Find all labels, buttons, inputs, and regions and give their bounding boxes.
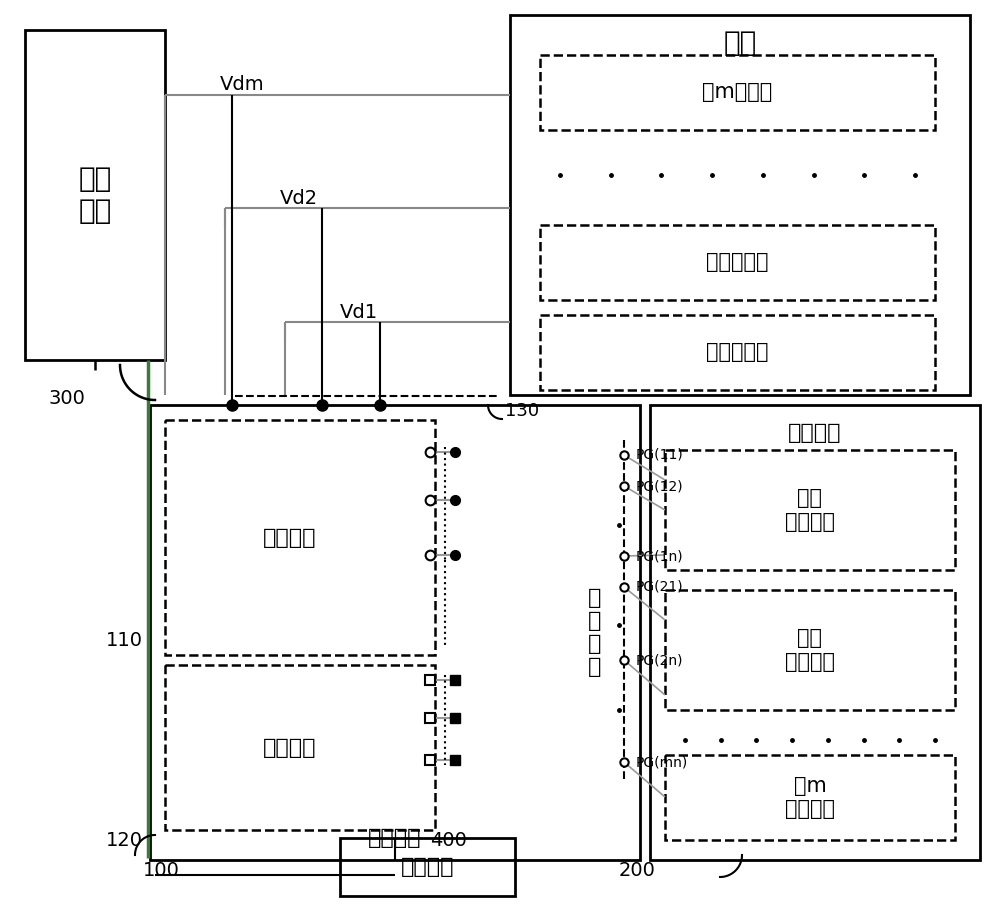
- Bar: [165, 420, 435, 655]
- Text: 存储模块: 存储模块: [401, 857, 454, 877]
- Text: 120: 120: [106, 831, 143, 850]
- Text: PG(11): PG(11): [636, 448, 684, 462]
- Text: 130: 130: [505, 402, 539, 420]
- Text: Vd2: Vd2: [280, 188, 318, 207]
- Text: 第m电源域: 第m电源域: [702, 83, 773, 103]
- Text: 400: 400: [430, 831, 467, 850]
- Text: 分配系统: 分配系统: [368, 828, 422, 848]
- Text: 第m
调压模块: 第m 调压模块: [785, 776, 835, 819]
- Bar: [540, 315, 935, 390]
- Text: 第一电源域: 第一电源域: [706, 343, 769, 363]
- Text: PG(12): PG(12): [636, 479, 684, 493]
- Bar: [665, 450, 955, 570]
- Text: 芯片: 芯片: [723, 29, 757, 57]
- Text: PG(1n): PG(1n): [636, 549, 684, 563]
- Text: Vdm: Vdm: [220, 75, 265, 95]
- Bar: [25, 30, 165, 360]
- Text: 处理
模块: 处理 模块: [78, 165, 112, 225]
- Text: 第二
调压模块: 第二 调压模块: [785, 628, 835, 672]
- Text: PG(21): PG(21): [636, 580, 684, 594]
- Text: 分
配
模
块: 分 配 模 块: [588, 588, 602, 677]
- Text: 300: 300: [48, 388, 85, 407]
- Bar: [150, 405, 640, 860]
- Bar: [340, 838, 515, 896]
- Text: 第二电源域: 第二电源域: [706, 253, 769, 273]
- Text: 200: 200: [618, 861, 655, 880]
- Bar: [650, 405, 980, 860]
- Text: PG(2n): PG(2n): [636, 653, 684, 667]
- Bar: [540, 225, 935, 300]
- Bar: [510, 15, 970, 395]
- Bar: [665, 590, 955, 710]
- Text: 探测模块: 探测模块: [263, 527, 317, 547]
- Text: PG(mn): PG(mn): [636, 755, 688, 769]
- Text: 110: 110: [106, 631, 143, 650]
- Bar: [165, 665, 435, 830]
- Bar: [665, 755, 955, 840]
- Text: 预测模块: 预测模块: [263, 737, 317, 757]
- Text: 第一
调压模块: 第一 调压模块: [785, 488, 835, 532]
- Bar: [540, 55, 935, 130]
- Text: 调压系统: 调压系统: [788, 423, 842, 443]
- Text: 100: 100: [143, 861, 180, 880]
- Text: Vd1: Vd1: [340, 303, 378, 322]
